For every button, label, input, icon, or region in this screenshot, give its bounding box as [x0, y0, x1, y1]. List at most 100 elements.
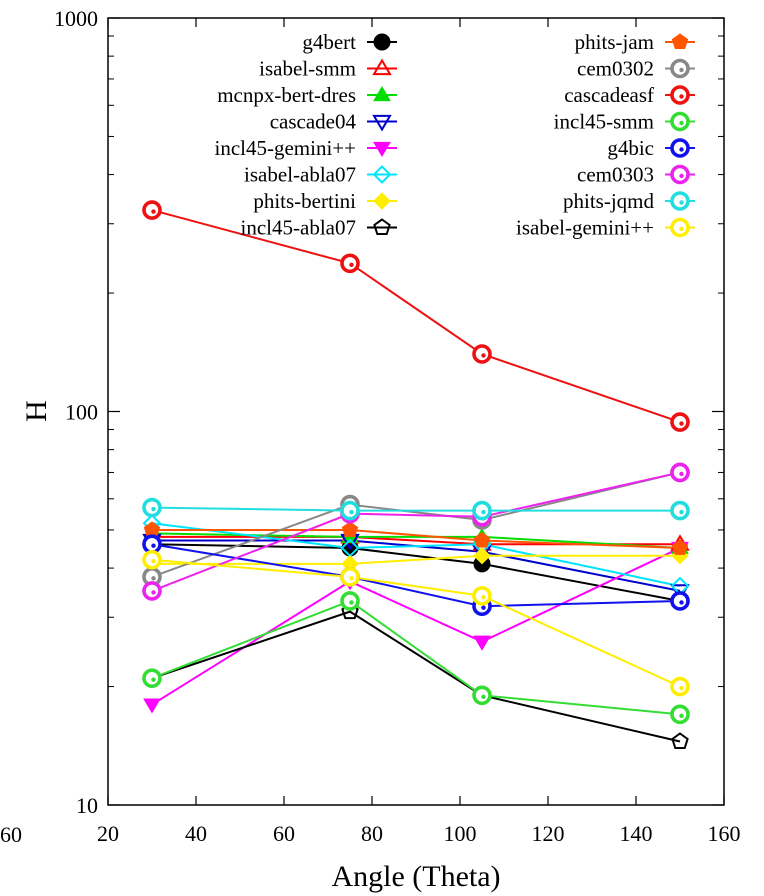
- marker-dot: [679, 509, 684, 515]
- legend-label-incl45-abla07: incl45-abla07: [241, 216, 356, 240]
- marker-dot: [151, 559, 156, 564]
- data-point-phits-jam: [341, 521, 359, 537]
- marker-dot: [481, 605, 486, 610]
- legend-label-incl45-smm: incl45-smm: [554, 110, 654, 134]
- marker-dot: [679, 713, 684, 719]
- marker-dot: [679, 147, 684, 152]
- series-markers: [142, 200, 690, 749]
- data-point-incl45-smm: [472, 685, 492, 706]
- data-point-cem0303: [142, 581, 162, 601]
- marker-dot: [349, 262, 354, 268]
- marker-dot: [349, 600, 354, 605]
- data-point-cascadeasf: [670, 412, 690, 432]
- data-point-phits-bertini: [473, 547, 491, 565]
- y-tick-label: 100: [65, 400, 98, 425]
- marker-dot: [481, 509, 486, 515]
- data-point-g4bic: [670, 591, 690, 611]
- data-point-isabel-gemini-: [670, 676, 690, 697]
- legend-marker-isabel-smm: [372, 58, 392, 76]
- data-point-phits-jam: [473, 531, 491, 548]
- series-line-cem0303: [151, 471, 681, 592]
- legend-label-cascadeasf: cascadeasf: [564, 83, 654, 107]
- legend-label-cascade04: cascade04: [270, 110, 357, 134]
- data-point-phits-jqmd: [670, 500, 690, 521]
- legend-label-g4bert: g4bert: [302, 30, 356, 54]
- series-line-g4bert: [151, 543, 681, 602]
- marker-dot: [679, 471, 684, 477]
- x-tick-label: 40: [185, 821, 207, 846]
- legend-marker-incl45-abla07: [373, 218, 391, 235]
- data-point-incl45-gemini-: [473, 635, 491, 651]
- marker-dot: [481, 595, 486, 600]
- legend-label-mcnpx-bert-dres: mcnpx-bert-dres: [217, 83, 356, 107]
- y-axis-title: H: [20, 400, 53, 422]
- series-line-incl45-smm: [151, 599, 681, 716]
- x-tick-label: 20: [97, 821, 119, 846]
- marker-dot: [481, 694, 486, 700]
- series-lines: [151, 209, 681, 743]
- legend-label-cem0303: cem0303: [577, 163, 654, 187]
- marker-dot: [679, 94, 684, 99]
- data-point-incl45-gemini-: [143, 698, 161, 714]
- axis-ticks: 20 40 60 80 100 120 140 160 10 100 1000: [54, 6, 741, 846]
- series-line-cascadeasf: [151, 209, 681, 424]
- series-line-incl45-gemini-: [151, 547, 681, 706]
- data-point-phits-jqmd: [142, 497, 162, 518]
- legend-label-isabel-gemini-: isabel-gemini++: [516, 216, 654, 240]
- legend-label-incl45-gemini-: incl45-gemini++: [215, 136, 357, 160]
- legend-marker-g4bic: [670, 138, 690, 158]
- series-line-isabel-abla07: [151, 522, 681, 588]
- legend-label-cem0302: cem0302: [577, 57, 654, 81]
- series-line-incl45-abla07: [151, 610, 681, 743]
- data-point-isabel-gemini-: [340, 567, 360, 587]
- legend-marker-cascadeasf: [670, 85, 690, 105]
- marker-dot: [679, 226, 684, 232]
- legend-label-phits-bertini: phits-bertini: [253, 189, 356, 213]
- x-tick-label: 160: [708, 821, 741, 846]
- marker-dot: [679, 421, 684, 426]
- marker-dot: [349, 509, 354, 515]
- data-point-incl45-smm: [142, 668, 162, 689]
- marker-dot: [349, 576, 354, 581]
- legend-label-phits-jam: phits-jam: [575, 30, 654, 54]
- legend-marker-isabel-gemini-: [670, 217, 690, 238]
- legend-marker-phits-jam: [671, 33, 689, 49]
- data-point-isabel-gemini-: [472, 586, 492, 606]
- data-point-cascadeasf: [142, 200, 162, 220]
- legend-label-isabel-abla07: isabel-abla07: [244, 163, 356, 187]
- legend-marker-incl45-smm: [670, 111, 690, 132]
- x-edge-tick-label: 60: [0, 822, 22, 847]
- marker-dot: [679, 600, 684, 605]
- series-line-phits-jqmd: [151, 506, 680, 512]
- legend-marker-phits-jqmd: [670, 191, 690, 211]
- legend-marker-cascade04: [372, 114, 392, 132]
- x-tick-label: 120: [532, 821, 565, 846]
- legend-label-g4bic: g4bic: [607, 136, 654, 160]
- data-point-incl45-smm: [670, 704, 690, 725]
- data-point-phits-jam: [671, 539, 689, 555]
- legend-marker-cem0303: [670, 164, 690, 185]
- data-point-cascadeasf: [472, 344, 492, 364]
- series-line-cem0302: [151, 471, 681, 578]
- data-point-cascadeasf: [340, 253, 360, 274]
- legend-marker-isabel-abla07: [372, 165, 392, 184]
- marker-dot: [679, 173, 684, 179]
- x-tick-label: 80: [361, 821, 383, 846]
- legend-label-isabel-smm: isabel-smm: [259, 57, 356, 81]
- series-line-phits-bertini: [152, 554, 680, 565]
- legend-marker-incl45-gemini-: [373, 141, 391, 157]
- marker-dot: [151, 543, 156, 548]
- marker-dot: [679, 120, 684, 126]
- data-point-g4bic: [142, 534, 162, 555]
- legend-marker-cem0302: [670, 58, 690, 79]
- legend-label-phits-jqmd: phits-jqmd: [563, 189, 655, 213]
- series-line-isabel-gemini-: [151, 558, 681, 688]
- data-point-phits-jqmd: [472, 500, 492, 521]
- data-point-incl45-abla07: [671, 732, 689, 749]
- marker-dot: [679, 685, 684, 691]
- marker-dot: [679, 200, 684, 205]
- x-tick-label: 140: [620, 821, 653, 846]
- marker-dot: [151, 209, 156, 214]
- marker-dot: [151, 590, 156, 595]
